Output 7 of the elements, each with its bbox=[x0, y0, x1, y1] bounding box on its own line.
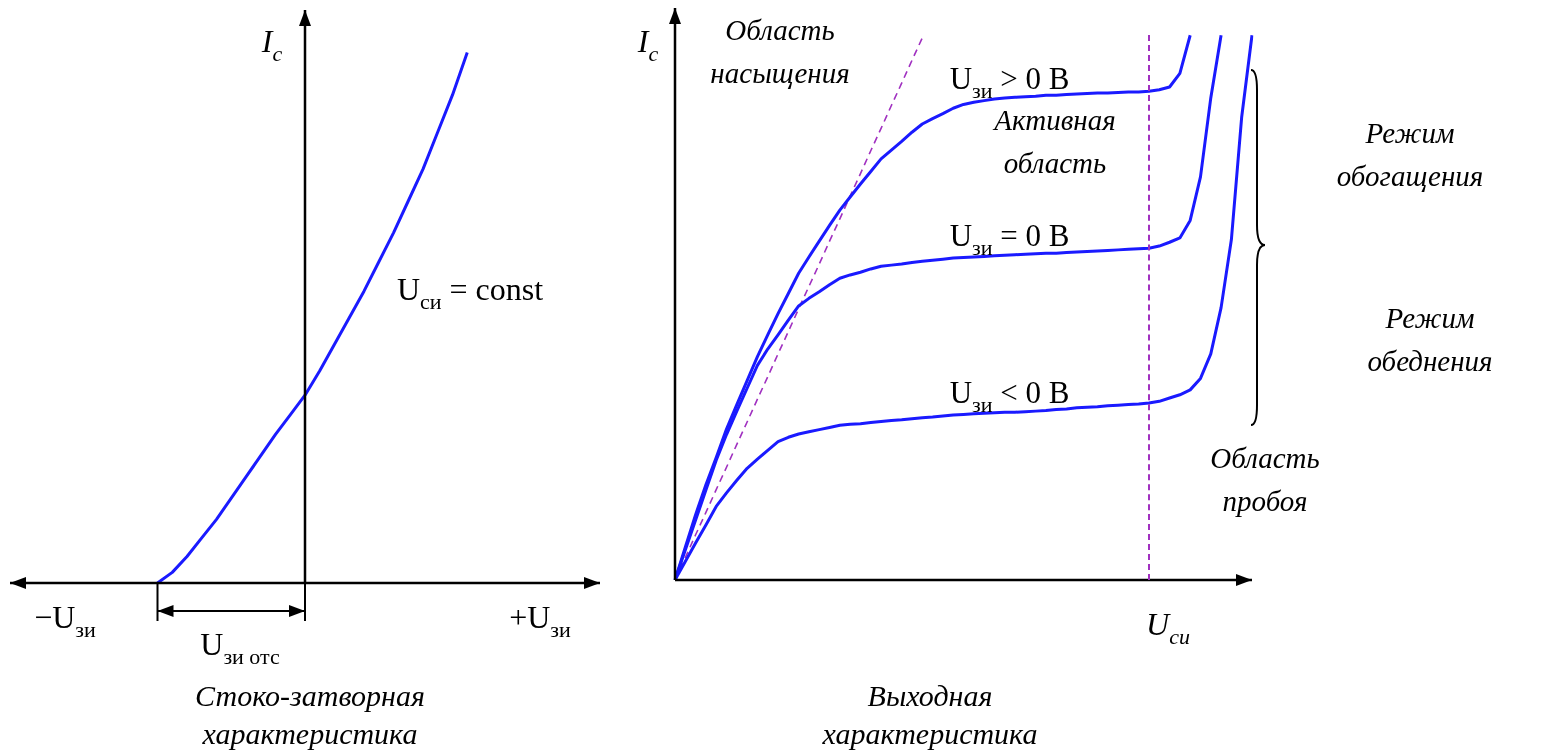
text: Режим обеднения bbox=[1367, 302, 1493, 377]
text: Режим обогащения bbox=[1336, 117, 1484, 192]
text: Стоко-затворная характеристика bbox=[195, 679, 425, 750]
annotation: Область насыщения bbox=[710, 14, 850, 89]
text: Выходная характеристика bbox=[821, 679, 1038, 750]
annotation: Область пробоя bbox=[1210, 442, 1320, 517]
annotation: Активная область bbox=[992, 104, 1116, 179]
